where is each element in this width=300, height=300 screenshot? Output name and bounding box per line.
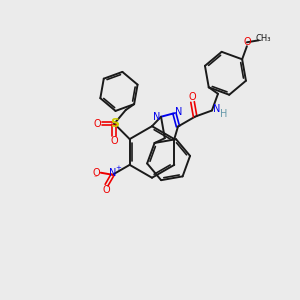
Text: N: N (175, 107, 182, 117)
Text: ⁻: ⁻ (94, 176, 98, 182)
Text: O: O (94, 119, 101, 129)
Text: N: N (153, 112, 161, 122)
Text: O: O (189, 92, 196, 102)
Text: O: O (243, 37, 251, 47)
Text: O: O (92, 168, 100, 178)
Text: H: H (220, 109, 227, 118)
Text: O: O (103, 185, 110, 195)
Text: S: S (110, 117, 119, 130)
Text: O: O (110, 136, 118, 146)
Text: N: N (213, 103, 220, 113)
Text: N: N (109, 168, 116, 178)
Text: +: + (116, 165, 122, 171)
Text: CH₃: CH₃ (256, 34, 272, 43)
